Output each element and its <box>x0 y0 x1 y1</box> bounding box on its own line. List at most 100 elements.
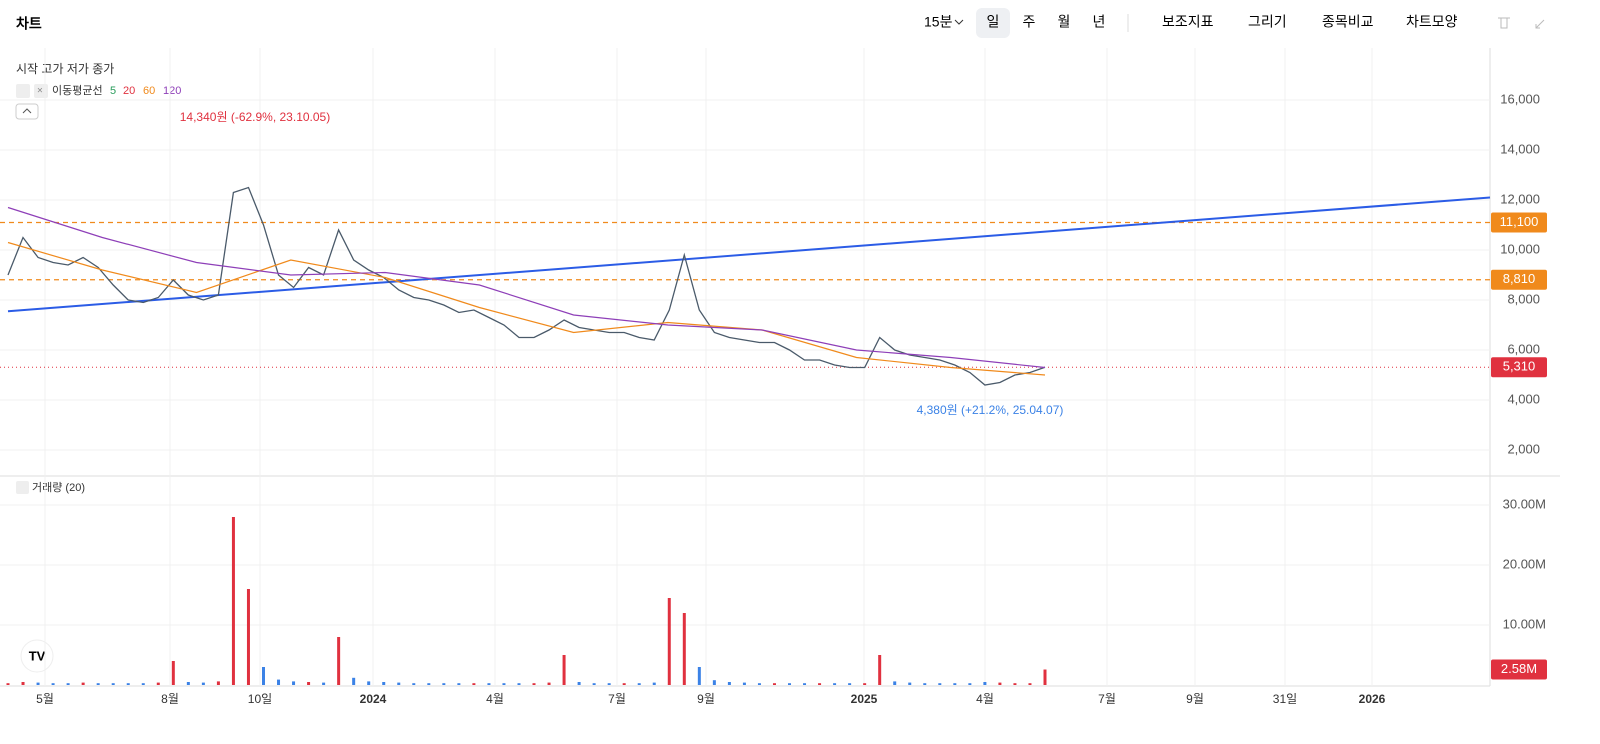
active-period-bg <box>976 8 1010 38</box>
volume-bar <box>532 683 536 685</box>
price-level-badge <box>1491 212 1547 233</box>
volume-bar <box>246 589 250 685</box>
collapse-legend[interactable] <box>15 103 39 120</box>
x-tick-label: 2024 <box>360 692 387 706</box>
volume-bar <box>893 681 897 685</box>
volume-bar <box>607 683 611 685</box>
y-tick-label: 4,000 <box>1507 391 1540 406</box>
ma-period: 20 <box>123 85 135 97</box>
x-tick-label: 9월 <box>1186 692 1204 706</box>
period-button[interactable]: 주 <box>1023 14 1036 30</box>
price-level-badge <box>1491 269 1547 290</box>
trash-icon[interactable] <box>1498 17 1510 29</box>
y-tick-label: 2,000 <box>1507 441 1540 456</box>
volume-bar <box>111 683 115 685</box>
y-tick-label: 16,000 <box>1500 91 1540 106</box>
volume-bar <box>337 637 341 685</box>
price-level-badge <box>1491 357 1547 378</box>
tool-button[interactable]: 차트모양 <box>1406 14 1458 30</box>
volume-bar <box>923 683 927 685</box>
x-tick-label: 5월 <box>36 692 54 706</box>
volume-bar <box>953 683 957 685</box>
tool-button[interactable]: 보조지표 <box>1162 14 1214 30</box>
volume-bar <box>412 683 416 685</box>
price-level-label: 5,310 <box>1503 359 1536 374</box>
volume-bar <box>998 682 1002 685</box>
dropdown-icon <box>954 19 964 25</box>
volume-bar <box>397 682 401 685</box>
volume-bar <box>186 682 190 685</box>
volume-bar <box>442 683 446 685</box>
price-level-label: 11,100 <box>1500 214 1539 229</box>
visibility-toggle[interactable] <box>16 84 30 98</box>
tool-button[interactable]: 종목비교 <box>1322 14 1374 30</box>
volume-bar <box>712 680 716 685</box>
volume-bar <box>472 683 476 685</box>
trendline <box>7 196 1491 313</box>
volume-bar <box>352 677 356 685</box>
ohlc-legend: 시작 고가 저가 종가 <box>16 62 114 76</box>
volume-bar <box>81 682 85 685</box>
volume-bar <box>637 683 641 685</box>
x-tick-label: 2025 <box>851 692 878 706</box>
volume-bar <box>277 679 281 685</box>
y-tick-label: 10.00M <box>1503 616 1546 631</box>
price-annotation: 4,380원 (+21.2%, 25.04.07) <box>917 403 1064 417</box>
x-tick-label: 10일 <box>248 692 272 706</box>
y-tick-label: 20.00M <box>1503 556 1546 571</box>
x-tick-label: 7월 <box>1098 692 1116 706</box>
page-title: 차트 <box>16 16 42 32</box>
volume-bar <box>562 655 566 685</box>
volume-bar <box>772 683 776 685</box>
volume-bar <box>322 682 326 685</box>
remove-volume[interactable] <box>16 481 29 494</box>
x-tick-label: 9월 <box>697 692 715 706</box>
interval-select[interactable]: 15분 <box>924 14 953 30</box>
volume-bar <box>908 682 912 685</box>
x-tick-label: 2026 <box>1359 692 1386 706</box>
volume-bar <box>517 683 521 685</box>
moving-average <box>7 206 1046 369</box>
volume-bar <box>622 683 626 685</box>
period-button[interactable]: 월 <box>1058 14 1071 30</box>
volume-bar <box>803 683 807 685</box>
x-tick-label: 7월 <box>608 692 626 706</box>
y-tick-label: 14,000 <box>1500 141 1540 156</box>
volume-bar <box>261 667 265 685</box>
tool-button[interactable]: 그리기 <box>1248 14 1287 30</box>
volume-bar <box>547 682 551 685</box>
volume-bar <box>818 683 822 685</box>
collapse-icon[interactable] <box>1535 19 1545 29</box>
price-line <box>7 186 1046 386</box>
logo-mark: TV <box>29 648 46 663</box>
volume-bar <box>51 683 55 685</box>
chevron <box>22 108 32 114</box>
volume-bar <box>36 682 40 685</box>
ma-period: 120 <box>163 85 181 97</box>
volume-bar <box>652 682 656 685</box>
volume-bar <box>592 683 596 685</box>
y-tick-label: 30.00M <box>1503 496 1546 511</box>
volume-badge <box>1491 659 1547 680</box>
volume-bar <box>367 681 371 685</box>
volume-bar <box>667 598 671 685</box>
x-tick-label: 4월 <box>486 692 504 706</box>
volume-badge-label: 2.58M <box>1501 661 1537 676</box>
volume-bar <box>878 655 882 685</box>
volume-bar <box>141 683 145 685</box>
volume-bar <box>938 683 942 685</box>
volume-bar <box>6 683 10 685</box>
volume-bar <box>307 682 311 685</box>
volume-bar <box>788 683 792 685</box>
volume-bar <box>427 683 431 685</box>
period-button[interactable]: 일 <box>987 14 1000 30</box>
volume-bar <box>382 682 386 685</box>
period-button[interactable]: 년 <box>1093 14 1106 30</box>
volume-bar <box>757 683 761 685</box>
moving-average <box>7 241 1046 376</box>
volume-bar <box>171 661 175 685</box>
volume-bar <box>201 682 205 685</box>
volume-bar <box>968 683 972 685</box>
volume-bar <box>126 683 130 685</box>
